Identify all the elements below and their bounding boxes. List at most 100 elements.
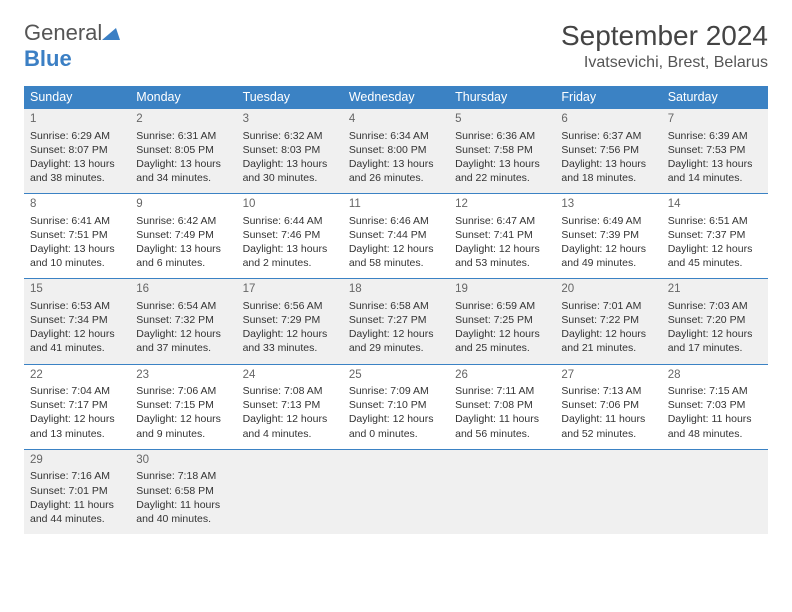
day-cell: 25Sunrise: 7:09 AMSunset: 7:10 PMDayligh…	[343, 364, 449, 449]
day-number: 17	[243, 282, 337, 298]
weekday-header-row: Sunday Monday Tuesday Wednesday Thursday…	[24, 86, 768, 109]
day-info-line: Daylight: 12 hours	[136, 327, 230, 341]
day-cell: 8Sunrise: 6:41 AMSunset: 7:51 PMDaylight…	[24, 194, 130, 279]
day-cell: 26Sunrise: 7:11 AMSunset: 7:08 PMDayligh…	[449, 364, 555, 449]
day-cell: 9Sunrise: 6:42 AMSunset: 7:49 PMDaylight…	[130, 194, 236, 279]
day-cell: 12Sunrise: 6:47 AMSunset: 7:41 PMDayligh…	[449, 194, 555, 279]
day-cell: 5Sunrise: 6:36 AMSunset: 7:58 PMDaylight…	[449, 109, 555, 194]
day-cell: 4Sunrise: 6:34 AMSunset: 8:00 PMDaylight…	[343, 109, 449, 194]
day-info-line: Daylight: 11 hours	[30, 498, 124, 512]
day-info-line: Sunrise: 6:56 AM	[243, 299, 337, 313]
day-info-line: Sunset: 8:00 PM	[349, 143, 443, 157]
day-info-line: Sunrise: 7:16 AM	[30, 469, 124, 483]
day-info-line: and 37 minutes.	[136, 341, 230, 355]
day-cell	[237, 449, 343, 534]
day-info-line: Sunrise: 6:36 AM	[455, 129, 549, 143]
day-number: 19	[455, 282, 549, 298]
day-number: 27	[561, 368, 655, 384]
logo-general-text: General	[24, 20, 102, 45]
weekday-header: Sunday	[24, 86, 130, 109]
day-info-line: Daylight: 12 hours	[349, 412, 443, 426]
day-info-line: Sunrise: 6:39 AM	[668, 129, 762, 143]
day-info-line: Daylight: 12 hours	[349, 327, 443, 341]
day-info-line: and 18 minutes.	[561, 171, 655, 185]
day-cell: 15Sunrise: 6:53 AMSunset: 7:34 PMDayligh…	[24, 279, 130, 364]
day-number: 26	[455, 368, 549, 384]
day-info-line: Daylight: 13 hours	[243, 242, 337, 256]
day-info-line: Sunrise: 6:41 AM	[30, 214, 124, 228]
day-cell: 29Sunrise: 7:16 AMSunset: 7:01 PMDayligh…	[24, 449, 130, 534]
day-info-line: and 38 minutes.	[30, 171, 124, 185]
day-info-line: and 53 minutes.	[455, 256, 549, 270]
logo: General Blue	[24, 20, 120, 72]
day-info-line: Daylight: 13 hours	[455, 157, 549, 171]
day-info-line: Daylight: 12 hours	[561, 327, 655, 341]
day-number: 20	[561, 282, 655, 298]
day-info-line: Sunrise: 6:58 AM	[349, 299, 443, 313]
day-cell: 13Sunrise: 6:49 AMSunset: 7:39 PMDayligh…	[555, 194, 661, 279]
day-info-line: Sunrise: 6:49 AM	[561, 214, 655, 228]
day-info-line: Daylight: 13 hours	[136, 242, 230, 256]
day-cell: 20Sunrise: 7:01 AMSunset: 7:22 PMDayligh…	[555, 279, 661, 364]
day-info-line: and 40 minutes.	[136, 512, 230, 526]
day-cell: 14Sunrise: 6:51 AMSunset: 7:37 PMDayligh…	[662, 194, 768, 279]
day-info-line: Sunrise: 6:34 AM	[349, 129, 443, 143]
day-info-line: Sunset: 8:07 PM	[30, 143, 124, 157]
day-number: 29	[30, 453, 124, 469]
day-info-line: Sunset: 7:44 PM	[349, 228, 443, 242]
day-info-line: Sunrise: 7:01 AM	[561, 299, 655, 313]
day-info-line: Sunset: 8:05 PM	[136, 143, 230, 157]
day-cell: 27Sunrise: 7:13 AMSunset: 7:06 PMDayligh…	[555, 364, 661, 449]
day-cell: 10Sunrise: 6:44 AMSunset: 7:46 PMDayligh…	[237, 194, 343, 279]
day-info-line: Sunset: 7:46 PM	[243, 228, 337, 242]
week-row: 22Sunrise: 7:04 AMSunset: 7:17 PMDayligh…	[24, 364, 768, 449]
day-info-line: and 4 minutes.	[243, 427, 337, 441]
day-info-line: Sunset: 7:41 PM	[455, 228, 549, 242]
day-cell: 30Sunrise: 7:18 AMSunset: 6:58 PMDayligh…	[130, 449, 236, 534]
logo-triangle-icon	[102, 20, 120, 46]
location-text: Ivatsevichi, Brest, Belarus	[561, 54, 768, 72]
weekday-header: Thursday	[449, 86, 555, 109]
day-info-line: and 10 minutes.	[30, 256, 124, 270]
day-info-line: and 14 minutes.	[668, 171, 762, 185]
day-info-line: and 48 minutes.	[668, 427, 762, 441]
weekday-header: Friday	[555, 86, 661, 109]
day-info-line: Daylight: 12 hours	[668, 327, 762, 341]
day-info-line: Sunrise: 6:32 AM	[243, 129, 337, 143]
day-number: 10	[243, 197, 337, 213]
day-info-line: Sunrise: 7:15 AM	[668, 384, 762, 398]
day-info-line: Sunset: 7:39 PM	[561, 228, 655, 242]
day-info-line: Sunrise: 6:29 AM	[30, 129, 124, 143]
day-info-line: and 44 minutes.	[30, 512, 124, 526]
day-number: 7	[668, 112, 762, 128]
day-cell: 22Sunrise: 7:04 AMSunset: 7:17 PMDayligh…	[24, 364, 130, 449]
day-info-line: Sunrise: 7:04 AM	[30, 384, 124, 398]
day-info-line: and 29 minutes.	[349, 341, 443, 355]
day-info-line: Daylight: 12 hours	[455, 242, 549, 256]
day-info-line: Daylight: 13 hours	[668, 157, 762, 171]
day-info-line: Daylight: 13 hours	[561, 157, 655, 171]
day-info-line: Sunrise: 6:59 AM	[455, 299, 549, 313]
week-row: 29Sunrise: 7:16 AMSunset: 7:01 PMDayligh…	[24, 449, 768, 534]
calendar-table: Sunday Monday Tuesday Wednesday Thursday…	[24, 86, 768, 534]
day-info-line: Daylight: 12 hours	[349, 242, 443, 256]
day-info-line: Sunset: 7:20 PM	[668, 313, 762, 327]
day-cell: 24Sunrise: 7:08 AMSunset: 7:13 PMDayligh…	[237, 364, 343, 449]
weekday-header: Monday	[130, 86, 236, 109]
day-info-line: Sunset: 7:51 PM	[30, 228, 124, 242]
day-number: 12	[455, 197, 549, 213]
day-info-line: Sunrise: 7:11 AM	[455, 384, 549, 398]
day-info-line: Sunrise: 7:18 AM	[136, 469, 230, 483]
day-cell: 23Sunrise: 7:06 AMSunset: 7:15 PMDayligh…	[130, 364, 236, 449]
day-info-line: and 2 minutes.	[243, 256, 337, 270]
day-info-line: Sunrise: 7:03 AM	[668, 299, 762, 313]
day-info-line: Sunset: 6:58 PM	[136, 484, 230, 498]
day-info-line: Sunrise: 7:13 AM	[561, 384, 655, 398]
day-cell: 2Sunrise: 6:31 AMSunset: 8:05 PMDaylight…	[130, 109, 236, 194]
day-cell: 28Sunrise: 7:15 AMSunset: 7:03 PMDayligh…	[662, 364, 768, 449]
day-info-line: and 6 minutes.	[136, 256, 230, 270]
day-info-line: Daylight: 12 hours	[243, 327, 337, 341]
day-info-line: Sunrise: 7:06 AM	[136, 384, 230, 398]
day-info-line: Sunrise: 6:47 AM	[455, 214, 549, 228]
day-number: 9	[136, 197, 230, 213]
